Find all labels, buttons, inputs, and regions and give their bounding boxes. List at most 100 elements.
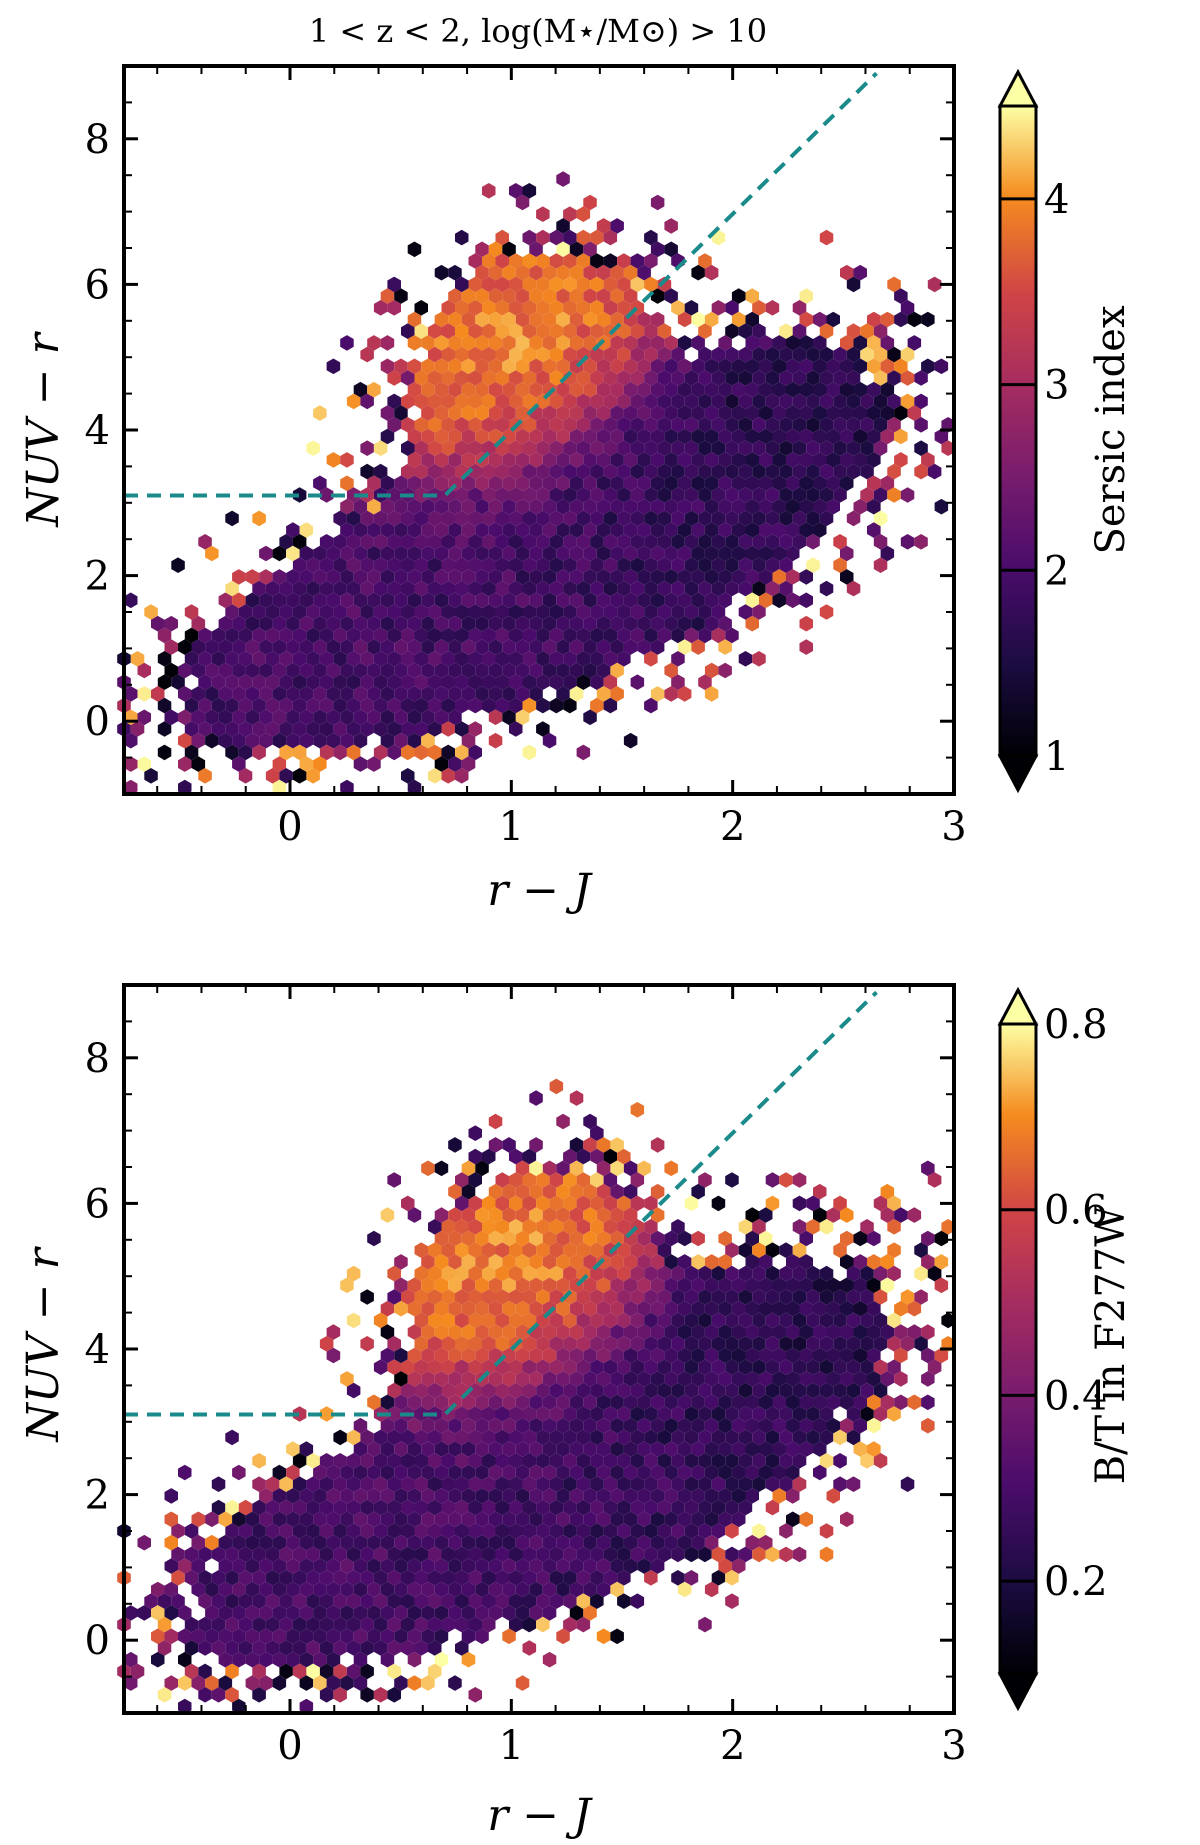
hexbin-cell xyxy=(272,615,287,632)
hexbin-cell xyxy=(421,1417,435,1434)
hexbin-cell xyxy=(387,557,401,573)
hexbin-cell xyxy=(522,651,537,667)
hexbin-cell xyxy=(650,615,665,632)
hexbin-cell xyxy=(914,370,928,386)
hexbin-cell xyxy=(455,1616,469,1633)
hexbin-cell xyxy=(401,721,415,737)
hexbin-cell xyxy=(698,1546,712,1563)
hexbin-density xyxy=(117,171,955,796)
hexbin-cell xyxy=(799,1511,813,1528)
hexbin-cell xyxy=(779,487,793,503)
hexbin-cell xyxy=(590,1195,604,1212)
hexbin-cell xyxy=(346,627,361,644)
hexbin-cell xyxy=(623,1558,638,1574)
hexbin-cell xyxy=(299,522,314,538)
hexbin-cell xyxy=(684,1453,699,1469)
hexbin-cell xyxy=(542,1394,557,1411)
hexbin-cell xyxy=(232,1651,246,1668)
hexbin-cell xyxy=(313,639,327,655)
colorbar-tick-label: 0.6 xyxy=(1044,1188,1108,1234)
hexbin-cell xyxy=(157,697,172,714)
hexbin-cell xyxy=(779,1336,793,1352)
hexbin-cell xyxy=(299,1581,314,1598)
hexbin-cell xyxy=(725,463,739,480)
hexbin-cell xyxy=(475,381,489,398)
hexbin-cell xyxy=(711,1265,726,1282)
hexbin-cell xyxy=(576,276,591,293)
hexbin-cell xyxy=(482,1429,496,1446)
hexbin-cell xyxy=(198,1593,212,1609)
hexbin-cell xyxy=(623,1207,638,1223)
hexbin-cell xyxy=(603,417,618,433)
hexbin-cell xyxy=(279,674,293,690)
hexbin-cell xyxy=(799,381,813,398)
hexbin-cell xyxy=(704,311,719,328)
hexbin-cell xyxy=(738,323,753,339)
hexbin-cell xyxy=(630,1195,645,1212)
hexbin-cell xyxy=(522,1429,537,1446)
hexbin-cell xyxy=(455,417,469,433)
hexbin-cell xyxy=(650,405,665,421)
hexbin-cell xyxy=(583,1300,597,1317)
hexbin-cell xyxy=(171,557,185,573)
hexbin-cell xyxy=(617,1546,631,1563)
hexbin-cell xyxy=(475,522,489,538)
hexbin-cell xyxy=(353,1534,368,1551)
hexbin-cell xyxy=(157,627,172,644)
hexbin-cell xyxy=(502,475,516,492)
hexbin-cell xyxy=(704,1277,719,1294)
hexbin-cell xyxy=(536,1429,550,1446)
hexbin-cell xyxy=(880,381,895,398)
hexbin-cell xyxy=(840,264,854,281)
hexbin-cell xyxy=(495,253,509,269)
hexbin-cell xyxy=(637,1558,651,1574)
y-tick-label: 6 xyxy=(85,1181,110,1227)
hexbin-cell xyxy=(428,651,442,667)
hexbin-cell xyxy=(394,405,408,421)
hexbin-cell xyxy=(792,346,807,363)
hexbin-cell xyxy=(873,1336,888,1352)
hexbin-cell xyxy=(373,463,388,480)
hexbin-cell xyxy=(711,1499,726,1516)
hexbin-cell xyxy=(563,1546,577,1563)
hexbin-cell xyxy=(556,1347,570,1364)
hexbin-cell xyxy=(853,405,867,421)
hexbin-cell xyxy=(137,1534,151,1551)
hexbin-cell xyxy=(846,370,861,386)
hexbin-cell xyxy=(576,510,591,527)
hexbin-cell xyxy=(644,346,658,363)
hexbin-cell xyxy=(428,697,442,714)
hexbin-cell xyxy=(671,1429,685,1446)
hexbin-cell xyxy=(711,463,726,480)
hexbin-cell xyxy=(617,300,631,316)
hexbin-cell xyxy=(644,229,658,246)
hexbin-cell xyxy=(914,534,928,550)
hexbin-cell xyxy=(346,1523,361,1539)
hexbin-cell xyxy=(495,1265,509,1282)
hexbin-cell xyxy=(522,487,537,503)
hexbin-cell xyxy=(630,534,645,550)
hexbin-cell xyxy=(401,510,415,527)
hexbin-cell xyxy=(583,592,597,609)
hexbin-cell xyxy=(765,1265,780,1282)
hexbin-cell xyxy=(313,1464,327,1481)
hexbin-cell xyxy=(232,1628,246,1645)
hexbin-cell xyxy=(428,674,442,690)
hexbin-cell xyxy=(596,218,611,234)
hexbin-cell xyxy=(434,639,449,655)
hexbin-cell xyxy=(421,1511,435,1528)
hexbin-cell xyxy=(333,697,347,714)
hexbin-cell xyxy=(441,463,455,480)
hexbin-cell xyxy=(630,1336,645,1352)
hexbin-cell xyxy=(623,1488,638,1504)
hexbin-cell xyxy=(623,1254,638,1270)
hexbin-cell xyxy=(677,428,692,445)
hexbin-cell xyxy=(711,534,726,550)
hexbin-cell xyxy=(637,1254,651,1270)
hexbin-cell xyxy=(569,639,584,655)
hexbin-cell xyxy=(792,370,807,386)
hexbin-cell xyxy=(860,1359,874,1375)
hexbin-cell xyxy=(860,393,874,410)
hexbin-cell xyxy=(603,534,618,550)
hexbin-cell xyxy=(731,311,746,328)
